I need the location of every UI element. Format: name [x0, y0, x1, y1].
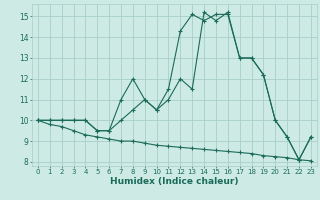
X-axis label: Humidex (Indice chaleur): Humidex (Indice chaleur) [110, 177, 239, 186]
